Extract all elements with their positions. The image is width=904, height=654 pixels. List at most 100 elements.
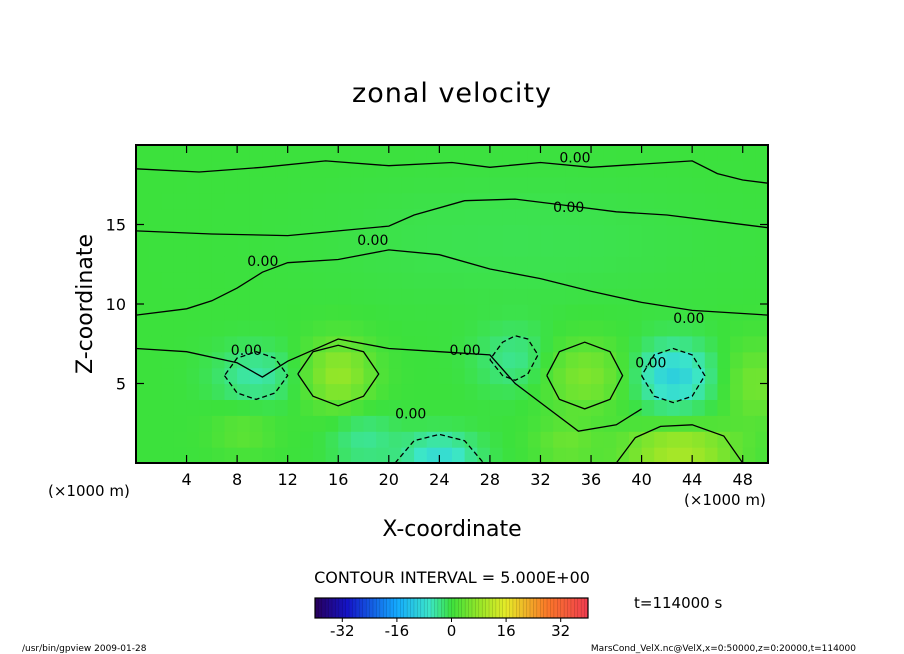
heatmap-cell	[325, 192, 339, 210]
heatmap-cell	[401, 335, 415, 353]
heatmap-cell	[338, 335, 352, 353]
heatmap-cell	[717, 224, 731, 241]
heatmap-cell	[414, 335, 428, 353]
heatmap-cell	[136, 176, 150, 194]
contour-line	[223, 351, 289, 401]
heatmap-cell	[148, 319, 162, 337]
heatmap-cell	[489, 288, 504, 305]
heatmap-cell	[312, 288, 327, 305]
heatmap-cell	[717, 240, 731, 257]
heatmap-cell	[300, 192, 314, 210]
heatmap-cell	[692, 192, 706, 210]
heatmap-cell	[540, 447, 554, 463]
heatmap-cell	[565, 431, 579, 448]
colorbar-cell	[519, 598, 524, 618]
heatmap-cell	[426, 335, 440, 353]
heatmap-cell	[616, 288, 630, 305]
heatmap-cell	[401, 319, 415, 337]
heatmap-cell	[553, 319, 567, 337]
heatmap-cell	[742, 145, 756, 162]
heatmap-cell	[628, 399, 643, 416]
heatmap-cell	[515, 447, 529, 463]
colorbar-tick-label: 32	[551, 622, 570, 640]
contour-line	[136, 249, 768, 316]
heatmap-cell	[338, 256, 352, 273]
heatmap-cell	[654, 399, 668, 416]
heatmap-cell	[654, 415, 668, 432]
heatmap-cell	[325, 399, 339, 416]
heatmap-cell	[338, 351, 352, 369]
heatmap-cell	[730, 160, 744, 178]
heatmap-cell	[426, 176, 440, 194]
heatmap-cell	[679, 288, 693, 305]
heatmap-cell	[312, 272, 327, 289]
heatmap-cell	[679, 192, 693, 210]
heatmap-cell	[692, 208, 706, 226]
heatmap-cell	[287, 367, 301, 385]
heatmap-cell	[300, 431, 314, 448]
heatmap-cell	[502, 240, 516, 257]
heatmap-cell	[338, 447, 352, 463]
heatmap-cell	[312, 383, 327, 400]
heatmap-cell	[376, 304, 390, 321]
heatmap-cell	[262, 399, 276, 416]
heatmap-cell	[641, 288, 655, 305]
heatmap-cell	[275, 335, 289, 353]
x-tick-label: 44	[682, 470, 702, 489]
heatmap-cell	[730, 224, 744, 241]
heatmap-cell	[540, 145, 554, 162]
heatmap-cell	[287, 335, 301, 353]
heatmap-cell	[199, 399, 213, 416]
heatmap-cell	[211, 319, 226, 337]
heatmap-cell	[755, 383, 768, 400]
heatmap-cell	[300, 160, 314, 178]
heatmap-cell	[249, 319, 263, 337]
heatmap-cell	[186, 208, 200, 226]
heatmap-cell	[452, 304, 466, 321]
heatmap-cell	[603, 176, 617, 194]
heatmap-cell	[477, 415, 491, 432]
y-tick-label: 15	[106, 216, 126, 235]
heatmap-cell	[591, 176, 605, 194]
colorbar-cell	[495, 598, 500, 618]
heatmap-cell	[502, 288, 516, 305]
heatmap-cell	[224, 399, 238, 416]
heatmap-cell	[325, 447, 339, 463]
heatmap-cell	[211, 145, 226, 162]
heatmap-cell	[237, 367, 251, 385]
heatmap-cell	[502, 431, 516, 448]
heatmap-cell	[249, 447, 263, 463]
heatmap-cell	[237, 272, 251, 289]
colorbar-cell	[581, 598, 585, 618]
heatmap-cell	[275, 319, 289, 337]
heatmap-cell	[237, 319, 251, 337]
heatmap-cell	[502, 145, 516, 162]
heatmap-cell	[300, 272, 314, 289]
heatmap-cell	[388, 272, 403, 289]
heatmap-cell	[312, 145, 327, 162]
colorbar-cell	[427, 598, 432, 618]
heatmap-cell	[717, 399, 731, 416]
x-tick-label: 28	[480, 470, 500, 489]
colorbar-cell	[424, 598, 429, 618]
heatmap-cell	[136, 319, 150, 337]
heatmap-cell	[515, 176, 529, 194]
heatmap-cell	[161, 335, 175, 353]
heatmap-cell	[312, 192, 327, 210]
heatmap-cell	[742, 351, 756, 369]
heatmap-cell	[439, 335, 453, 353]
heatmap-cell	[237, 304, 251, 321]
heatmap-cell	[262, 224, 276, 241]
heatmap-cell	[275, 431, 289, 448]
heatmap-cell	[275, 415, 289, 432]
heatmap-cell	[692, 272, 706, 289]
contour-label: 0.00	[357, 233, 388, 249]
heatmap-cell	[388, 415, 403, 432]
colorbar-cell	[471, 598, 476, 618]
heatmap-cell	[350, 160, 365, 178]
heatmap-cell	[287, 415, 301, 432]
heatmap-cell	[414, 240, 428, 257]
heatmap-cell	[350, 351, 365, 369]
heatmap-cell	[591, 160, 605, 178]
heatmap-cell	[692, 224, 706, 241]
